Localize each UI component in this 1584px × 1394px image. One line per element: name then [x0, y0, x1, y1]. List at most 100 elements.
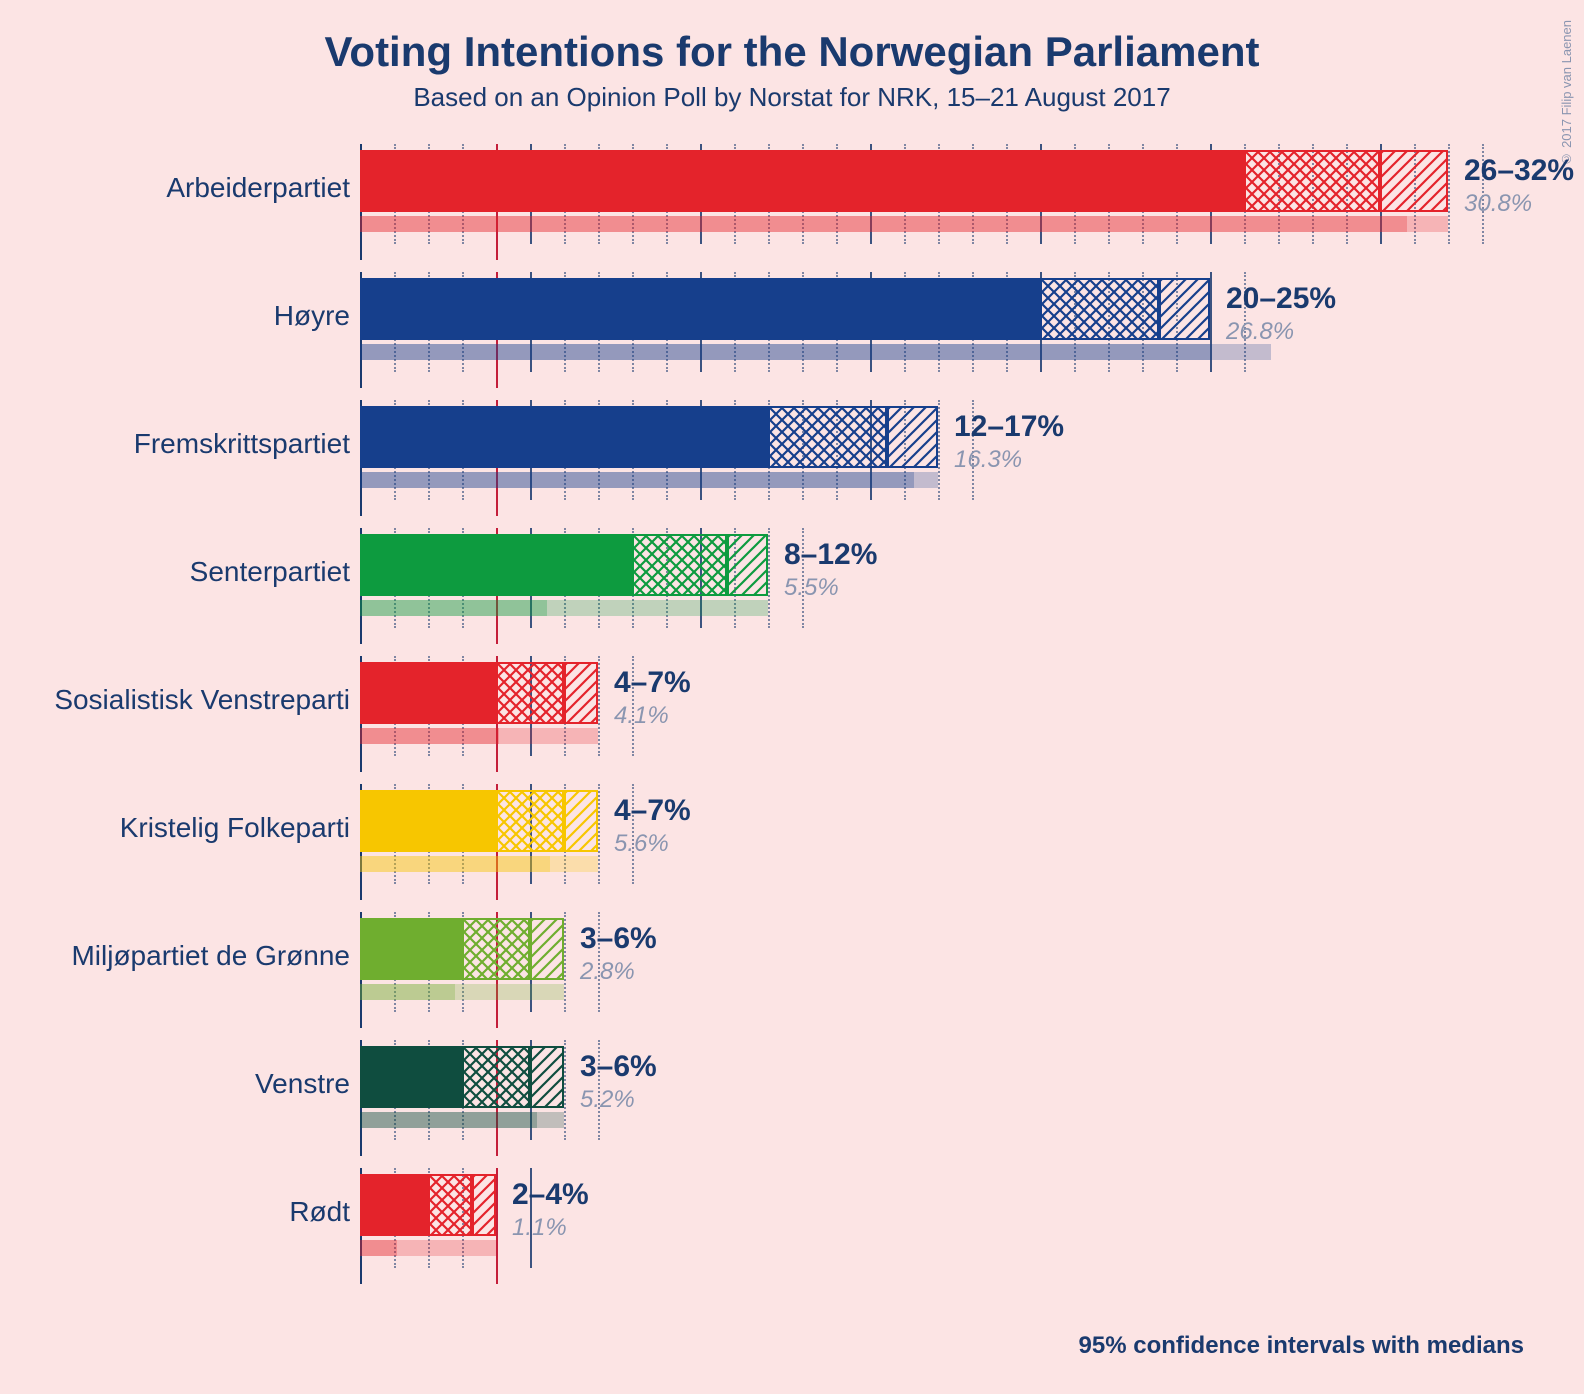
previous-result-label: 5.2% — [580, 1086, 635, 1114]
range-label: 3–6% — [580, 1050, 657, 1084]
party-label: Miljøpartiet de Grønne — [71, 940, 350, 972]
previous-result-bar — [360, 984, 455, 1000]
previous-result-bar — [360, 344, 1210, 360]
bar-segment-high — [727, 534, 768, 596]
bar-area: 4–7%4.1% — [360, 652, 1500, 760]
previous-result-bar-extension — [547, 600, 768, 616]
bar-segment-low — [360, 1046, 462, 1108]
previous-result-label: 16.3% — [954, 446, 1022, 474]
bar-segment-low — [360, 406, 768, 468]
bar-area: 8–12%5.5% — [360, 524, 1500, 632]
bar-segment-high — [530, 1046, 564, 1108]
previous-result-label: 5.5% — [784, 574, 839, 602]
bar-segment-low — [360, 918, 462, 980]
bar-area: 3–6%2.8% — [360, 908, 1500, 1016]
chart-row: Rødt 2–4%1.1% — [0, 1164, 1584, 1292]
bar-segment-low — [360, 790, 496, 852]
previous-result-bar-extension — [397, 1240, 496, 1256]
bar-segment-high — [472, 1174, 496, 1236]
bar-segment-low — [360, 1174, 428, 1236]
range-label: 4–7% — [614, 666, 691, 700]
bar-segment-low — [360, 662, 496, 724]
bar-segment-mid — [462, 1046, 530, 1108]
party-label: Rødt — [289, 1196, 350, 1228]
previous-result-bar — [360, 472, 914, 488]
bar-area: 20–25%26.8% — [360, 268, 1500, 376]
previous-result-bar — [360, 1240, 397, 1256]
chart-row: Venstre 3–6%5.2% — [0, 1036, 1584, 1164]
threshold-line — [496, 1168, 498, 1284]
previous-result-label: 5.6% — [614, 830, 669, 858]
footer-note: 95% confidence intervals with medians — [1079, 1332, 1524, 1360]
previous-result-bar — [360, 1112, 537, 1128]
bar-segment-mid — [768, 406, 887, 468]
range-label: 20–25% — [1226, 282, 1336, 316]
bar-segment-mid — [496, 662, 564, 724]
range-label: 12–17% — [954, 410, 1064, 444]
previous-result-bar — [360, 600, 547, 616]
chart-area: Arbeiderpartiet 26–32%30.8% Høyre 20–25%26.… — [0, 130, 1584, 1330]
bar-segment-mid — [1244, 150, 1380, 212]
gridline-minor — [564, 1040, 566, 1140]
range-label: 4–7% — [614, 794, 691, 828]
chart-row: Sosialistisk Venstreparti 4–7%4.1% — [0, 652, 1584, 780]
bar-segment-mid — [428, 1174, 472, 1236]
bar-segment-high — [1380, 150, 1448, 212]
previous-result-bar-extension — [1210, 344, 1271, 360]
previous-result-bar-extension — [1407, 216, 1448, 232]
previous-result-bar — [360, 728, 499, 744]
bar-area: 12–17%16.3% — [360, 396, 1500, 504]
previous-result-label: 26.8% — [1226, 318, 1294, 346]
previous-result-bar-extension — [914, 472, 938, 488]
bar-segment-high — [564, 662, 598, 724]
bar-segment-low — [360, 534, 632, 596]
bar-segment-low — [360, 150, 1244, 212]
gridline-minor — [564, 912, 566, 1012]
party-label: Senterpartiet — [190, 556, 350, 588]
previous-result-bar-extension — [537, 1112, 564, 1128]
bar-segment-mid — [462, 918, 530, 980]
range-label: 2–4% — [512, 1178, 589, 1212]
party-label: Arbeiderpartiet — [166, 172, 350, 204]
bar-segment-mid — [632, 534, 727, 596]
bar-segment-mid — [496, 790, 564, 852]
bar-area: 3–6%5.2% — [360, 1036, 1500, 1144]
previous-result-label: 1.1% — [512, 1214, 567, 1242]
bar-segment-high — [887, 406, 938, 468]
range-label: 26–32% — [1464, 154, 1574, 188]
bar-segment-mid — [1040, 278, 1159, 340]
previous-result-label: 30.8% — [1464, 190, 1532, 218]
range-label: 8–12% — [784, 538, 877, 572]
previous-result-bar-extension — [455, 984, 564, 1000]
chart-title: Voting Intentions for the Norwegian Parl… — [0, 0, 1584, 76]
chart-row: Arbeiderpartiet 26–32%30.8% — [0, 140, 1584, 268]
previous-result-label: 4.1% — [614, 702, 669, 730]
gridline-minor — [1448, 144, 1450, 244]
chart-row: Miljøpartiet de Grønne 3–6%2.8% — [0, 908, 1584, 1036]
previous-result-bar — [360, 856, 550, 872]
chart-row: Kristelig Folkeparti 4–7%5.6% — [0, 780, 1584, 908]
gridline-minor — [938, 400, 940, 500]
bar-area: 4–7%5.6% — [360, 780, 1500, 888]
previous-result-label: 2.8% — [580, 958, 635, 986]
party-label: Høyre — [274, 300, 350, 332]
range-label: 3–6% — [580, 922, 657, 956]
gridline-minor — [598, 656, 600, 756]
chart-row: Høyre 20–25%26.8% — [0, 268, 1584, 396]
party-label: Fremskrittspartiet — [134, 428, 350, 460]
bar-segment-high — [564, 790, 598, 852]
chart-row: Senterpartiet 8–12%5.5% — [0, 524, 1584, 652]
chart-subtitle: Based on an Opinion Poll by Norstat for … — [0, 82, 1584, 113]
previous-result-bar-extension — [550, 856, 598, 872]
bar-area: 2–4%1.1% — [360, 1164, 1500, 1272]
party-label: Sosialistisk Venstreparti — [54, 684, 350, 716]
bar-area: 26–32%30.8% — [360, 140, 1500, 248]
party-label: Venstre — [255, 1068, 350, 1100]
previous-result-bar-extension — [499, 728, 598, 744]
bar-segment-high — [530, 918, 564, 980]
bar-segment-low — [360, 278, 1040, 340]
bar-segment-high — [1159, 278, 1210, 340]
previous-result-bar — [360, 216, 1407, 232]
party-label: Kristelig Folkeparti — [120, 812, 350, 844]
chart-row: Fremskrittspartiet 12–17%16.3% — [0, 396, 1584, 524]
